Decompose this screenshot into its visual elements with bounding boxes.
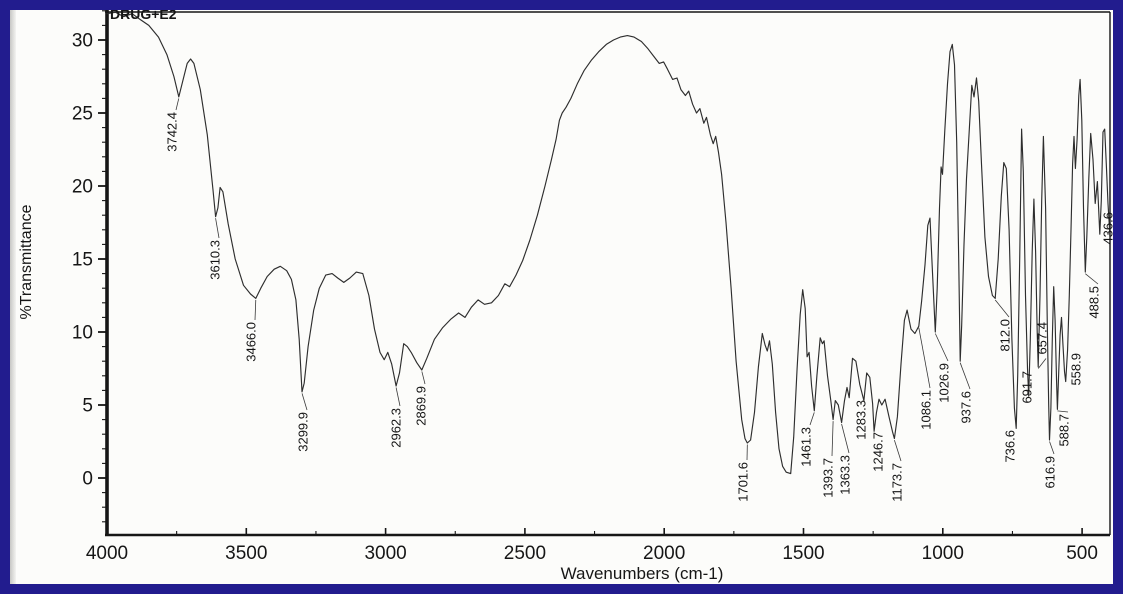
peak-leader-line	[994, 299, 1010, 318]
peak-label-3610.3: 3610.3	[208, 240, 223, 280]
peak-label-691.7: 691.7	[1020, 371, 1035, 404]
peak-label-1363.3: 1363.3	[838, 455, 853, 495]
peak-label-3299.9: 3299.9	[296, 412, 311, 452]
x-tick-label: 2500	[504, 543, 546, 564]
y-tick-label: 0	[82, 469, 93, 490]
x-tick-label: 1500	[782, 543, 824, 564]
peak-labels: 3742.4 3610.3 3466.0 3299.9 2962.3 2869.9 1701…	[165, 98, 1116, 502]
peak-leader-line	[395, 387, 401, 407]
peak-leader-line	[894, 439, 902, 462]
peak-label-3742.4: 3742.4	[165, 112, 180, 152]
y-tick-label: 30	[72, 31, 93, 52]
peak-leader-line	[918, 327, 931, 389]
y-tick-label: 20	[72, 177, 93, 198]
peak-label-488.5: 488.5	[1087, 286, 1102, 319]
x-tick-label: 3000	[364, 543, 406, 564]
peak-label-812.0: 812.0	[998, 319, 1013, 352]
peak-leader-line	[959, 362, 971, 390]
peak-label-2962.3: 2962.3	[389, 408, 404, 448]
peak-leader-line	[301, 393, 308, 411]
peak-label-3466.0: 3466.0	[244, 322, 259, 362]
y-axis-title: %Transmittance	[18, 204, 35, 320]
peak-label-2869.9: 2869.9	[414, 386, 429, 426]
x-tick-label: 3500	[225, 543, 267, 564]
x-tick-label: 1000	[922, 543, 964, 564]
peak-leader-line	[934, 333, 949, 362]
x-tick-label: 4000	[86, 543, 128, 564]
peak-label-1283.3: 1283.3	[854, 400, 869, 440]
peak-leader-line	[254, 299, 257, 321]
x-axis-ticks: 4000 3500 3000 2500 2000 1500 1000 500	[86, 528, 1098, 564]
peak-leader-line	[175, 98, 180, 111]
chart-title: DRUG+E2	[110, 6, 177, 22]
spectrum-curve	[106, 11, 1111, 475]
peak-leader-line	[1037, 358, 1047, 369]
x-tick-label: 2000	[643, 543, 685, 564]
y-tick-label: 10	[72, 323, 93, 344]
peak-label-1173.7: 1173.7	[890, 463, 905, 502]
peak-leader-line	[1057, 410, 1069, 413]
x-axis-title: Wavenumbers (cm-1)	[560, 564, 724, 583]
peak-label-1393.7: 1393.7	[821, 458, 836, 498]
peak-label-1026.9: 1026.9	[937, 363, 952, 403]
peak-label-1086.1: 1086.1	[919, 390, 934, 430]
x-tick-label: 500	[1066, 543, 1098, 564]
y-axis-ticks: 0 5 10 15 20 25 30	[72, 10, 107, 523]
scan-page-edge	[10, 10, 16, 584]
y-tick-label: 5	[82, 396, 93, 417]
y-tick-label: 15	[72, 250, 93, 271]
peak-label-1246.7: 1246.7	[871, 432, 886, 472]
peak-label-588.7: 588.7	[1057, 414, 1072, 447]
peak-leader-line	[1085, 273, 1099, 285]
peak-label-616.9: 616.9	[1043, 456, 1058, 489]
y-tick-label: 25	[72, 104, 93, 125]
peak-label-558.9: 558.9	[1069, 353, 1084, 386]
peak-leader-line	[841, 423, 850, 454]
peak-leader-line	[1049, 441, 1055, 455]
peak-label-1461.3: 1461.3	[799, 427, 814, 467]
peak-leader-line	[215, 218, 220, 239]
peak-label-937.6: 937.6	[959, 391, 974, 424]
peak-leader-line	[421, 371, 426, 385]
peak-label-736.6: 736.6	[1003, 430, 1018, 463]
peak-leader-line	[809, 412, 815, 426]
peak-label-657.4: 657.4	[1035, 322, 1050, 355]
peak-leader-line	[831, 421, 834, 457]
peak-label-436.6: 436.6	[1101, 212, 1116, 245]
peak-label-1701.6: 1701.6	[736, 462, 751, 502]
